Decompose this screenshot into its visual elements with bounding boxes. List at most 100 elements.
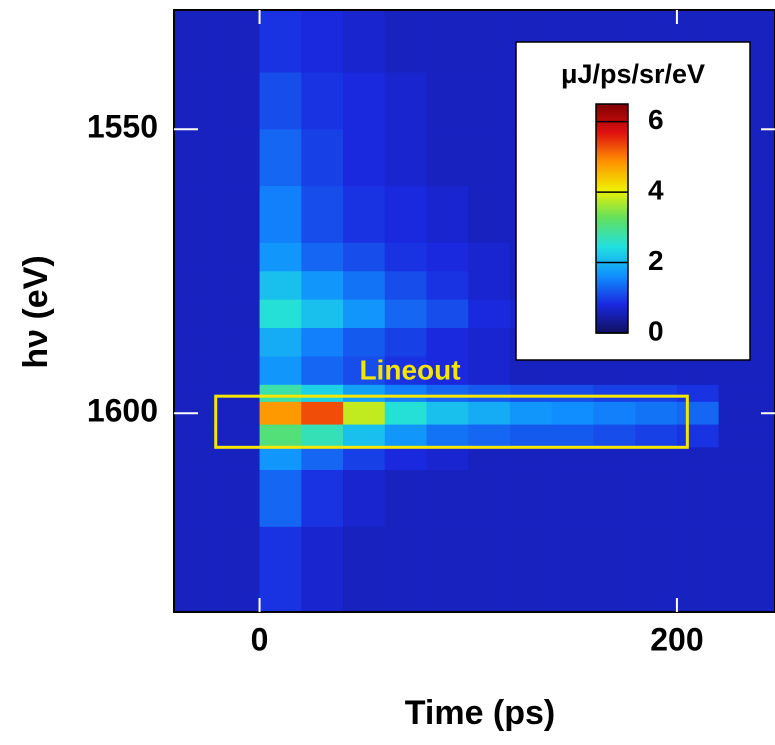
colorbar-label: μJ/ps/sr/eV	[561, 59, 705, 89]
heat-cell	[635, 526, 678, 613]
heat-cell	[384, 129, 428, 187]
heat-cell	[468, 447, 511, 471]
heat-cell	[468, 328, 511, 358]
heat-cell	[635, 470, 678, 528]
heat-cell	[301, 424, 344, 448]
heat-cell	[426, 526, 469, 613]
heat-cell	[468, 299, 511, 329]
heat-cell	[593, 447, 636, 471]
heat-cell	[509, 424, 553, 448]
heat-cell	[509, 526, 553, 613]
heat-cell	[426, 299, 469, 329]
heat-cell	[718, 401, 775, 426]
heat-cell	[217, 401, 261, 426]
heat-cell	[384, 447, 428, 471]
heat-cell	[301, 299, 344, 329]
heat-cell	[301, 328, 344, 358]
heat-cell	[551, 526, 595, 613]
heat-cell	[217, 72, 261, 130]
colorbar-tick-label: 6	[648, 104, 664, 135]
heat-cell	[426, 401, 469, 426]
heat-cell	[676, 424, 720, 448]
heat-cell	[593, 384, 636, 403]
heat-cell	[259, 401, 302, 426]
heat-cell	[259, 186, 302, 244]
heat-cell	[509, 470, 553, 528]
heat-cell	[217, 299, 261, 329]
heat-cell	[217, 424, 261, 448]
heat-cell	[718, 526, 775, 613]
heat-cell	[384, 328, 428, 358]
heat-cell	[259, 10, 302, 74]
heat-cell	[384, 299, 428, 329]
overlay: 0 200 1550 1600 Lineout μJ/ps/sr/eV 0 2 4 6	[87, 9, 775, 657]
y-tick-label: 1600	[87, 393, 158, 429]
heat-cell	[343, 526, 386, 613]
heat-cell	[468, 242, 511, 272]
heat-cell	[174, 526, 219, 613]
heat-cell	[384, 401, 428, 426]
heat-cell	[301, 447, 344, 471]
heat-cell	[718, 384, 775, 403]
heat-cell	[509, 447, 553, 471]
heat-cell	[259, 299, 302, 329]
heat-cell	[301, 242, 344, 272]
y-tick-label: 1550	[87, 109, 158, 145]
heat-cell	[426, 424, 469, 448]
heat-cell	[343, 271, 386, 301]
heat-cell	[259, 129, 302, 187]
heat-cell	[174, 72, 219, 130]
heat-cell	[343, 72, 386, 130]
heat-cell	[718, 470, 775, 528]
heat-cell	[551, 424, 595, 448]
heat-cell	[259, 447, 302, 471]
heat-cell	[174, 328, 219, 358]
annotation-label: Lineout	[359, 354, 460, 385]
heat-cell	[217, 356, 261, 386]
heat-cell	[593, 526, 636, 613]
heat-cell	[384, 384, 428, 403]
heat-cell	[426, 470, 469, 528]
heat-cell	[468, 526, 511, 613]
heat-cell	[426, 447, 469, 471]
heat-cell	[343, 299, 386, 329]
heat-cell	[174, 186, 219, 244]
heat-cell	[217, 10, 261, 74]
heat-cell	[635, 424, 678, 448]
heat-cell	[635, 384, 678, 403]
heat-cell	[174, 356, 219, 386]
heat-cell	[343, 328, 386, 358]
heat-cell	[301, 10, 344, 74]
heat-cell	[259, 242, 302, 272]
heat-cell	[301, 129, 344, 187]
heat-cell	[468, 10, 511, 74]
heat-cell	[593, 424, 636, 448]
heat-cell	[217, 447, 261, 471]
heat-cell	[384, 72, 428, 130]
heat-cell	[259, 72, 302, 130]
heat-cell	[217, 526, 261, 613]
heat-cell	[509, 401, 553, 426]
heat-cell	[217, 186, 261, 244]
heat-cell	[343, 447, 386, 471]
heat-cell	[676, 401, 720, 426]
heat-cell	[259, 271, 302, 301]
colorbar-tick-label: 0	[648, 315, 664, 346]
heat-cell	[468, 470, 511, 528]
heat-cell	[301, 526, 344, 613]
lineout-box	[214, 394, 689, 449]
heat-cell	[551, 356, 595, 386]
heat-cell	[384, 526, 428, 613]
heat-cell	[384, 271, 428, 301]
heat-cell	[174, 299, 219, 329]
heat-cell	[301, 401, 344, 426]
heat-cell	[384, 10, 428, 74]
heat-cell	[509, 384, 553, 403]
heat-cell	[426, 186, 469, 244]
heat-cell	[259, 356, 302, 386]
heat-cell	[676, 384, 720, 403]
x-tick-label: 0	[251, 621, 269, 657]
heat-cell	[718, 356, 775, 386]
heat-cell	[174, 271, 219, 301]
heat-cell	[259, 424, 302, 448]
